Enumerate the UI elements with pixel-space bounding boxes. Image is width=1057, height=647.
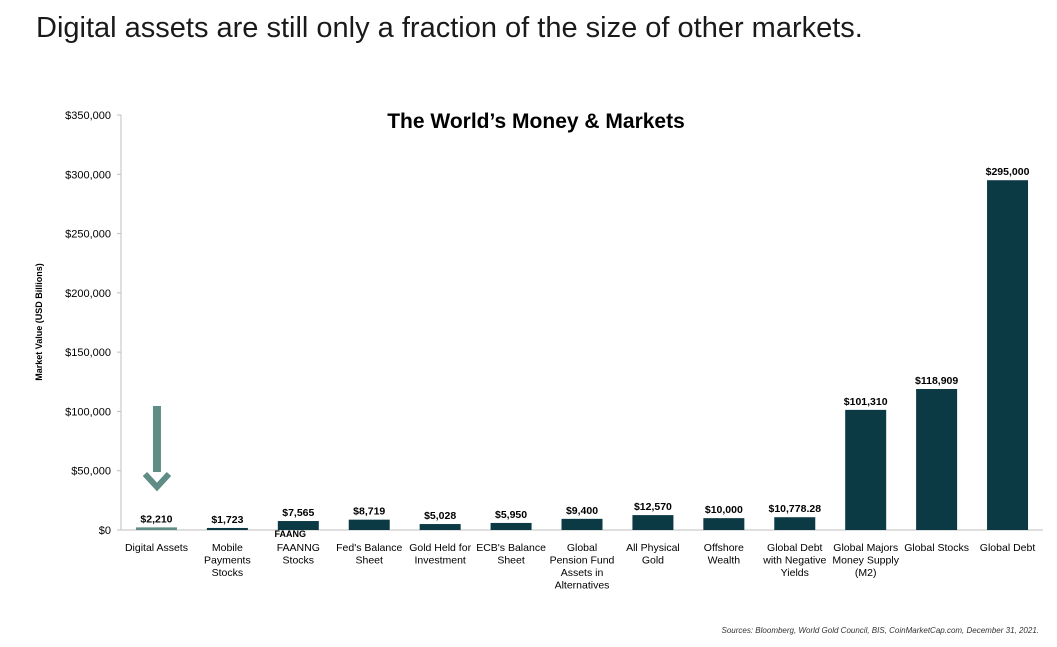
- x-tick-label: Fed's Balance Sheet: [336, 542, 402, 567]
- x-tick-label: ECB's Balance Sheet: [476, 542, 546, 567]
- data-label: $10,000: [705, 504, 743, 516]
- data-label: $7,565: [282, 507, 314, 519]
- bar-all-physical-gold: [632, 515, 674, 530]
- annotations: FAANG: [275, 529, 307, 539]
- bar-global-majors-money-supply-m2: [845, 409, 887, 530]
- data-label: $118,909: [915, 375, 958, 387]
- data-label: $5,028: [424, 510, 456, 522]
- x-tick-label: All Physical Gold: [626, 542, 680, 567]
- bar-mobile-payments-stocks: [206, 527, 248, 530]
- arrow-head: [142, 471, 172, 492]
- bar-global-debt-with-negative-yields: [774, 517, 816, 530]
- x-tick-label: FAANNG Stocks: [277, 542, 320, 567]
- arrow-shaft: [152, 406, 161, 472]
- y-tick-label: $50,000: [71, 466, 111, 478]
- x-tick-label: Digital Assets: [125, 542, 188, 554]
- data-label: $5,950: [495, 509, 527, 521]
- chart-title: The World’s Money & Markets: [387, 110, 685, 133]
- source-note: Sources: Bloomberg, World Gold Council, …: [721, 626, 1039, 635]
- y-tick-label: $200,000: [65, 288, 111, 300]
- data-label: $10,778.28: [768, 503, 821, 515]
- bar-ecb-s-balance-sheet: [490, 522, 532, 530]
- bar-global-debt: [987, 180, 1029, 530]
- bar-fed-s-balance-sheet: [348, 519, 390, 530]
- x-tick-label: Mobile Payments Stocks: [204, 542, 251, 579]
- y-axis-ticks: $0 $50,000 $100,000 $150,000 $200,000 $250,00…: [65, 110, 121, 537]
- bar-digital-assets: [135, 527, 177, 530]
- data-label: $8,719: [353, 506, 385, 518]
- y-tick-label: $100,000: [65, 406, 111, 418]
- category-labels: Digital Assets Mobile Payments Stocks FAANNG…: [125, 542, 1035, 592]
- data-label: $12,570: [634, 501, 672, 513]
- x-tick-label: Offshore Wealth: [704, 542, 744, 567]
- x-tick-label: Global Stocks: [904, 542, 969, 554]
- x-tick-label: Gold Held for Investment: [409, 542, 471, 567]
- y-tick-label: $250,000: [65, 229, 111, 241]
- x-tick-label: Global Majors Money Supply (M2): [832, 542, 899, 579]
- x-tick-label: Global Debt with Negative Yields: [762, 542, 826, 579]
- bar-faanng-stocks: [277, 521, 319, 530]
- page-headline: Digital assets are still only a fraction…: [36, 12, 863, 44]
- bar-global-stocks: [916, 389, 958, 530]
- data-label: $101,310: [844, 396, 888, 408]
- data-label: $295,000: [986, 166, 1030, 178]
- x-tick-label: Global Debt: [980, 542, 1036, 554]
- bar-gold-held-for-investment: [419, 524, 461, 530]
- data-label: $9,400: [566, 505, 598, 517]
- x-tick-label: Global Pension Fund Assets in Alternatives: [550, 542, 615, 592]
- annotation-label: FAANG: [275, 529, 307, 539]
- y-tick-label: $0: [99, 525, 111, 537]
- data-label: $1,723: [211, 514, 243, 526]
- bar-global-pension-fund-assets-in-alternatives: [561, 518, 603, 530]
- y-tick-label: $150,000: [65, 347, 111, 359]
- bars: [135, 180, 1029, 530]
- y-axis-label: Market Value (USD Billions): [34, 263, 44, 381]
- y-tick-label: $300,000: [65, 169, 111, 181]
- y-tick-label: $350,000: [65, 110, 111, 122]
- data-labels: $2,210 $1,723 $7,565 $8,719 $5,028 $5,950 $9,4…: [140, 166, 1029, 526]
- bar-offshore-wealth: [703, 518, 745, 530]
- data-label: $2,210: [140, 513, 172, 525]
- down-arrow-icon: [142, 406, 172, 492]
